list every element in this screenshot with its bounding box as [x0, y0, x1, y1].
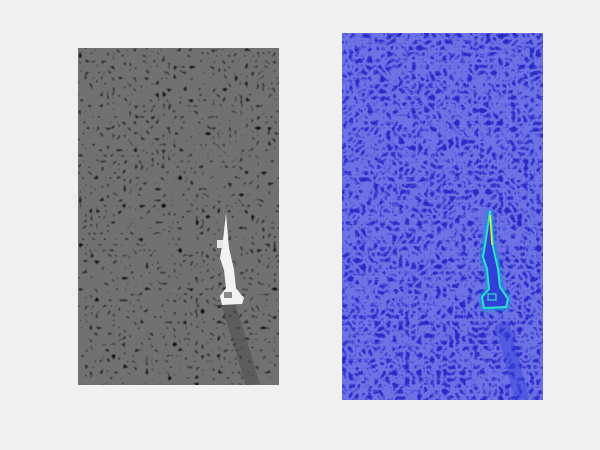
grayscale-aerial-image [78, 48, 279, 385]
aerial-shadow-trail [221, 300, 260, 385]
aerial-object [217, 213, 244, 305]
aerial-object-marking [224, 292, 232, 298]
aerial-track [185, 86, 276, 200]
heatmap-response-image [342, 33, 543, 400]
aerial-object-body [220, 213, 244, 305]
heatmap-edge-high [480, 210, 510, 310]
heatmap-marking [487, 293, 497, 301]
heatmap-object-response [479, 210, 511, 311]
heatmap-response-svg [342, 33, 543, 400]
aerial-light-speckles [78, 48, 279, 385]
aerial-object-wing [217, 240, 223, 248]
grayscale-aerial-svg [78, 48, 279, 385]
heatmap-trail [495, 321, 529, 400]
heatmap-edge-peak [489, 214, 493, 246]
